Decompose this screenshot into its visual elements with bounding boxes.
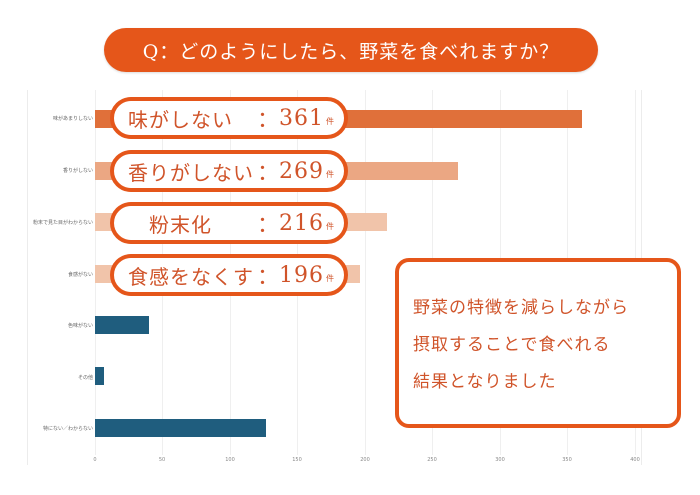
x-tick-label: 400 — [630, 457, 640, 463]
question-title-banner: Q：どのようにしたら、野菜を食べれますか？ — [104, 28, 598, 72]
x-tick-label: 300 — [495, 457, 505, 463]
callout-pill: 香りがしない ： 269 件 — [110, 150, 348, 192]
callout-colon: ： — [256, 265, 279, 290]
conclusion-box: 野菜の特徴を減らしながら 摂取することで食べれる 結果となりました — [395, 258, 681, 428]
callout-unit: 件 — [326, 221, 334, 231]
x-tick-label: 0 — [93, 457, 97, 463]
callout-pill: 粉末化 ： 216 件 — [110, 202, 348, 244]
callout-count: 269 — [279, 158, 324, 184]
conclusion-line: 野菜の特徴を減らしながら — [413, 298, 629, 318]
callout-pill: 味がしない ： 361 件 — [110, 97, 348, 139]
callout-unit: 件 — [326, 273, 334, 283]
callout-colon: ： — [256, 161, 279, 186]
callout-pill: 食感をなくす ： 196 件 — [110, 254, 348, 296]
callout-colon: ： — [256, 213, 279, 238]
conclusion-line: 結果となりました — [413, 372, 557, 392]
x-tick-label: 350 — [562, 457, 572, 463]
callout-unit: 件 — [326, 169, 334, 179]
category-label: 食感がない — [67, 272, 93, 278]
conclusion-line: 摂取することで食べれる — [413, 335, 611, 355]
question-title-text: Q：どのようにしたら、野菜を食べれますか？ — [142, 40, 560, 63]
x-tick-label: 250 — [427, 457, 437, 463]
callout-name: 香りがしない — [128, 160, 254, 185]
callout-name: 粉末化 — [128, 212, 212, 237]
bar — [95, 316, 149, 334]
category-label: 味があまりしない — [52, 116, 93, 122]
callout-unit: 件 — [326, 116, 334, 126]
category-label: 香りがしない — [62, 168, 93, 174]
bar — [95, 367, 105, 385]
x-tick-label: 200 — [360, 457, 370, 463]
chart-frame-left — [27, 90, 28, 465]
x-tick-label: 150 — [292, 457, 302, 463]
callout-count: 361 — [279, 105, 324, 131]
bar — [95, 419, 267, 437]
category-label: その他 — [77, 375, 93, 381]
callout-count: 196 — [279, 262, 324, 288]
gridline-200 — [365, 90, 366, 455]
callout-colon: ： — [256, 108, 279, 133]
callout-name: 食感をなくす — [128, 264, 254, 289]
category-label: 特にない／わからない — [42, 426, 93, 432]
category-label: 粉末で見た目がわからない — [32, 220, 93, 226]
x-tick-label: 100 — [225, 457, 235, 463]
callout-count: 216 — [279, 210, 324, 236]
category-label: 色味がない — [67, 323, 93, 329]
callout-name: 味がしない — [128, 107, 233, 132]
x-tick-label: 50 — [158, 457, 166, 463]
